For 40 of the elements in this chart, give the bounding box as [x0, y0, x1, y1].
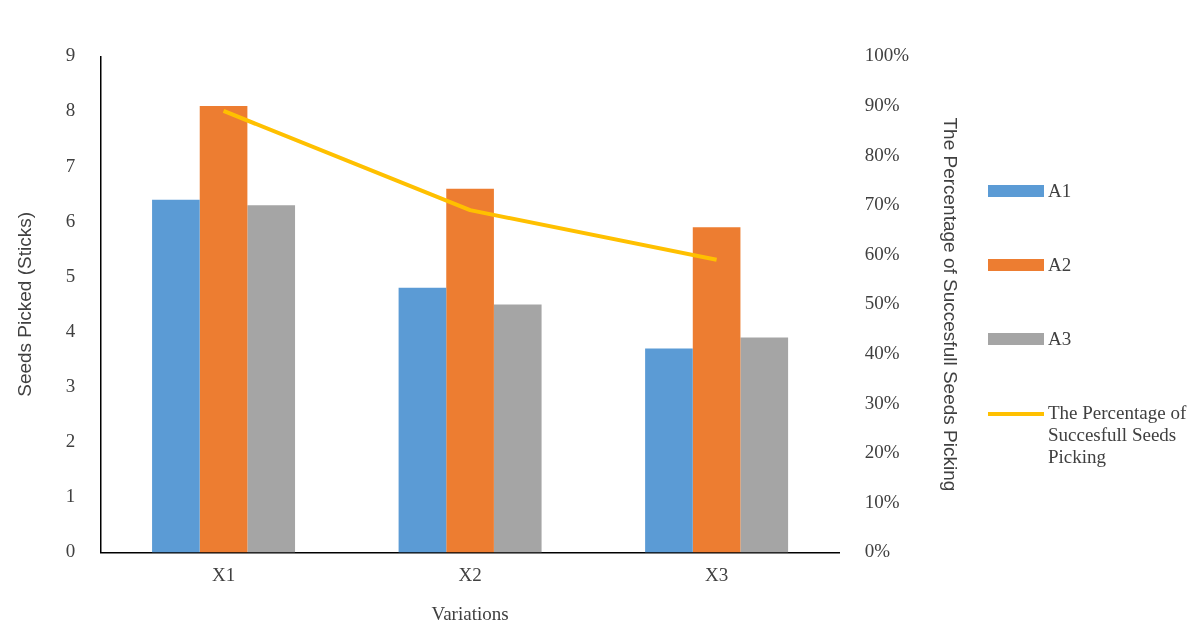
y2-tick-label: 90%: [864, 93, 900, 115]
y2-tick-label: 40%: [864, 341, 900, 363]
legend-label: The Percentage of Succesfull Seeds Picking: [1048, 402, 1188, 468]
legend-label: A2: [1048, 254, 1072, 276]
y2-tick-label: 80%: [864, 143, 900, 165]
y2-tick-label: 0%: [864, 540, 891, 562]
bar: [152, 199, 200, 553]
y-axis-title: Seeds Picked (Sticks): [13, 212, 35, 397]
y-tick-label: 3: [65, 375, 76, 397]
bar: [398, 287, 447, 553]
x-tick-label: X1: [211, 563, 236, 585]
bar: [199, 106, 248, 553]
bar: [740, 337, 789, 553]
y-tick-label: 2: [65, 430, 76, 452]
x-axis-title: Variations: [431, 602, 509, 624]
y-tick-label: 1: [65, 485, 76, 507]
y-tick-label: 6: [65, 209, 76, 231]
y2-tick-label: 20%: [864, 441, 900, 463]
y2-tick-label: 50%: [864, 292, 900, 314]
y-tick-label: 0: [65, 540, 76, 562]
bar: [247, 205, 296, 553]
y2-tick-label: 70%: [864, 193, 900, 215]
bar: [446, 188, 494, 553]
y2-tick-label: 30%: [864, 391, 900, 413]
y2-tick-label: 100%: [864, 44, 910, 66]
bar: [645, 348, 693, 553]
y2-axis-title: The Percentage of Succesfull Seeds Picking: [940, 117, 962, 492]
y-tick-label: 8: [65, 99, 76, 121]
y-tick-label: 5: [65, 264, 76, 286]
y-tick-label: 7: [65, 154, 76, 176]
y-tick-label: 4: [65, 319, 76, 341]
x-tick-label: X2: [458, 563, 482, 585]
legend-label: A1: [1048, 180, 1072, 202]
legend-label: A3: [1048, 328, 1072, 350]
y2-tick-label: 60%: [864, 242, 900, 264]
y2-tick-label: 10%: [864, 490, 900, 512]
x-tick-label: X3: [704, 563, 729, 585]
bar: [692, 227, 741, 553]
bar: [493, 304, 542, 553]
y-tick-label: 9: [65, 44, 76, 66]
